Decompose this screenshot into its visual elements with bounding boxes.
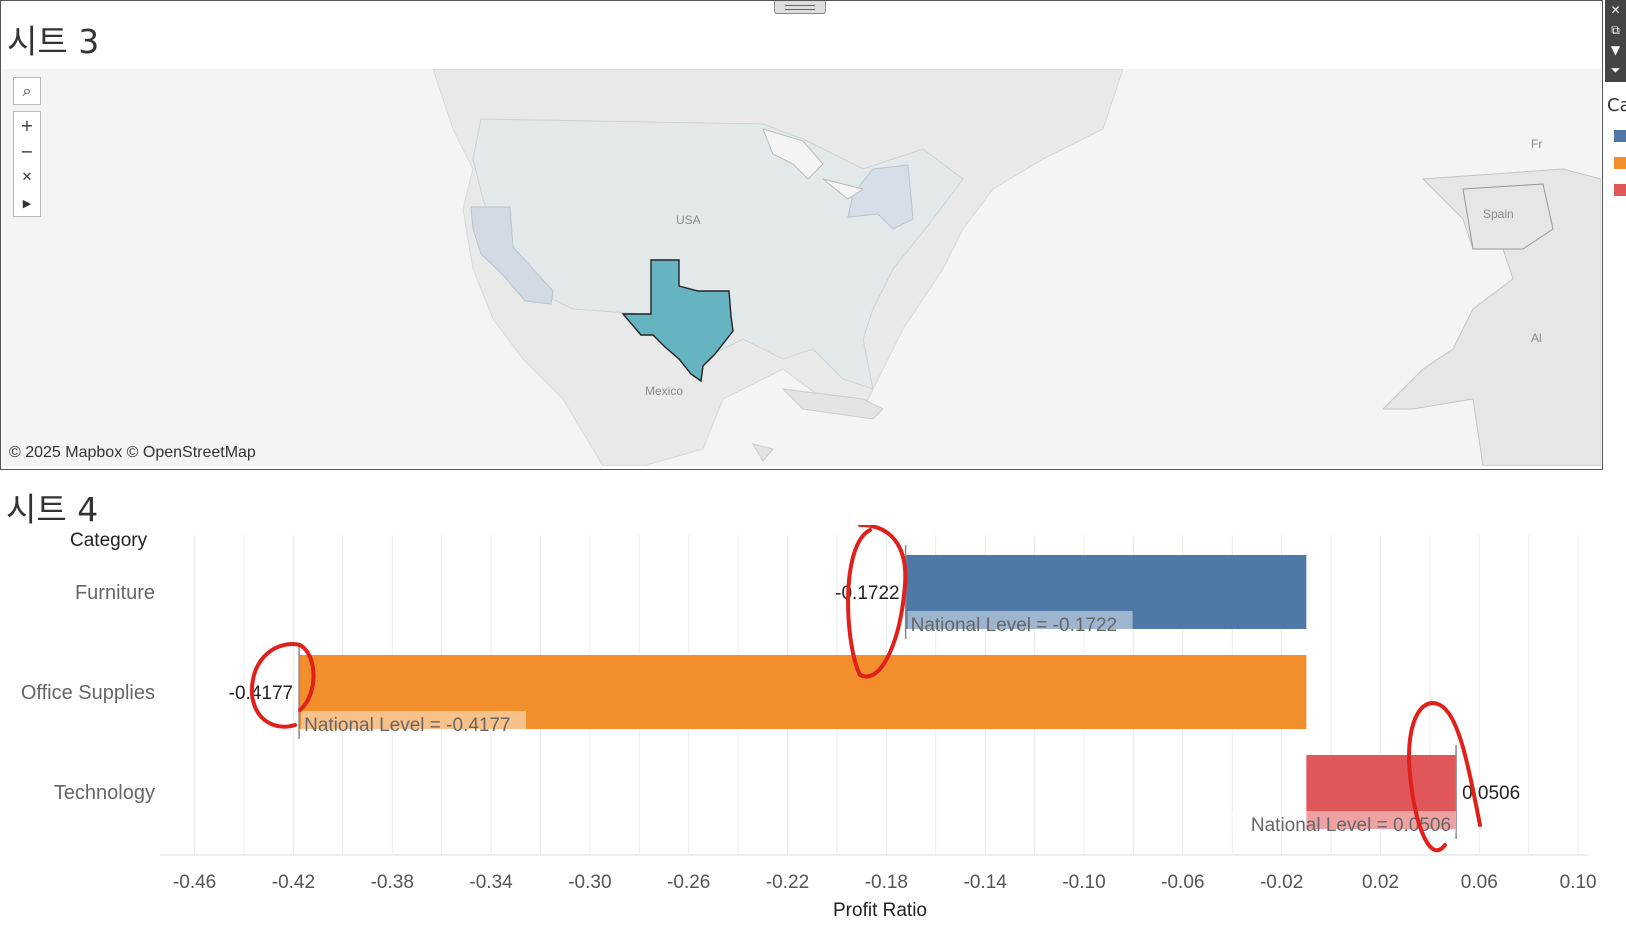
texas-shape [621,259,734,383]
value-label: -0.1722 [835,583,899,604]
zoom-out-icon[interactable]: − [20,141,34,161]
sheet4-title: 시트 4 [6,490,99,529]
map-canvas[interactable] [3,69,1601,466]
x-tick-label: -0.10 [1062,872,1105,893]
map-label-france: Fr [1531,137,1543,151]
category-header: Category [70,530,148,551]
sheet3-title: 시트 3 [7,22,100,61]
reference-label: National Level = 0.0506 [1251,815,1451,836]
profit-ratio-chart[interactable]: -0.46 -0.42 -0.38 -0.34 -0.30 -0.26 -0.22 -0.18… [0,525,1626,905]
value-label: -0.4177 [229,683,293,704]
x-tick-label: -0.42 [272,872,315,893]
x-tick-label: -0.22 [766,872,809,893]
bar-technology[interactable] [1306,755,1457,829]
x-tick-label: -0.46 [173,872,216,893]
red-annotation-stroke [1407,701,1482,853]
map-zoom-toolbar: + − ✕ ▶ [13,111,41,217]
sheet-toolbar: ✕ ⧉ ▼ ⏷ [1605,0,1626,82]
x-tick-label: -0.18 [865,872,908,893]
popout-icon[interactable]: ⧉ [1611,22,1620,37]
spain-outline [1462,183,1554,250]
category-label: Furniture [75,582,155,604]
drag-handle[interactable] [774,1,826,14]
reference-label: National Level = -0.4177 [304,715,511,736]
legend-swatch-furniture [1614,130,1626,142]
category-label: Office Supplies [21,682,155,704]
x-tick-label: -0.26 [667,872,710,893]
expand-arrow-icon[interactable]: ▶ [22,196,32,210]
x-tick-label: -0.02 [1260,872,1303,893]
x-tick-label: 0.06 [1461,872,1498,893]
map-label-spain: Spain [1483,207,1514,221]
category-label: Technology [54,782,155,804]
great-lakes [762,128,865,200]
reference-label: National Level = -0.1722 [911,615,1118,636]
new-york-shape [847,164,914,230]
x-tick-label: 0.10 [1560,872,1597,893]
reference-label-band [1231,811,1457,833]
close-icon[interactable]: ✕ [1610,3,1621,17]
caribbean-islands [751,388,884,462]
x-tick-label: -0.06 [1161,872,1204,893]
reference-label-band [301,711,527,733]
map-label-algeria: Al [1531,331,1542,345]
map-view[interactable]: USA Mexico Spain Fr Al ⌕ + − ✕ ▶ © 2025 … [3,69,1601,466]
x-tick-label: -0.34 [469,872,513,893]
zoom-in-icon[interactable]: + [20,115,34,135]
map-label-usa: USA [676,213,701,227]
legend-swatch-technology [1614,184,1626,196]
x-tick-label: -0.30 [568,872,611,893]
x-axis-title: Profit Ratio [833,900,927,921]
legend-title-partial: Ca [1607,95,1626,116]
pin-reset-icon[interactable]: ✕ [21,169,33,185]
map-panel: 시트 3 USA Mexico Spain Fr Al [0,0,1603,470]
bar-furniture[interactable] [905,555,1307,629]
map-search-toolbar: ⌕ [13,77,41,105]
x-tick-label: -0.38 [371,872,414,893]
map-attribution[interactable]: © 2025 Mapbox © OpenStreetMap [9,444,256,461]
filter-icon[interactable]: ▼ [1610,43,1621,57]
reference-label-band [907,611,1133,633]
x-tick-label: -0.14 [964,872,1008,893]
california-shape [470,206,554,305]
red-annotation-stroke [846,525,908,679]
map-label-mexico: Mexico [645,384,684,398]
dropdown-icon[interactable]: ⏷ [1610,62,1621,77]
x-tick-label: 0.02 [1362,872,1399,893]
search-icon[interactable]: ⌕ [22,81,32,100]
legend-swatch-office-supplies [1614,157,1626,169]
bar-office-supplies[interactable] [299,655,1307,729]
red-annotation-stroke [249,642,316,729]
